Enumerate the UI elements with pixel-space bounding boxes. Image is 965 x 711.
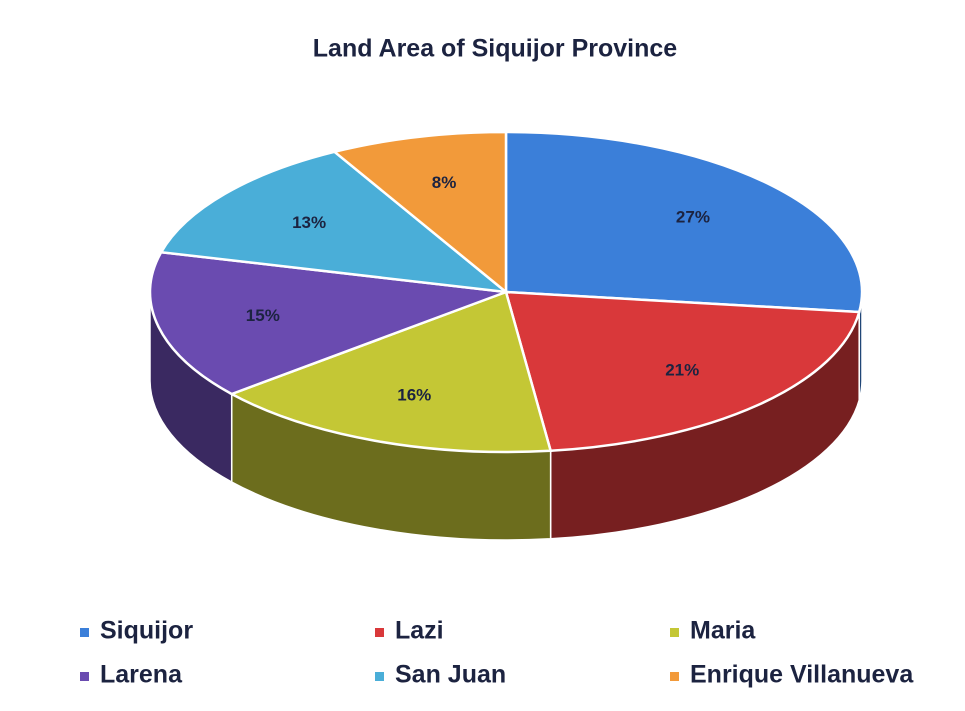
legend-label: Maria bbox=[690, 617, 756, 645]
legend-swatch bbox=[375, 628, 384, 637]
value-label: 27% bbox=[676, 207, 710, 226]
value-label: 21% bbox=[665, 361, 699, 380]
legend-swatch bbox=[670, 628, 679, 637]
legend-label: Larena bbox=[100, 661, 183, 689]
chart-title: Land Area of Siquijor Province bbox=[313, 35, 678, 63]
value-label: 8% bbox=[432, 173, 457, 192]
legend-label: Siquijor bbox=[100, 617, 193, 645]
legend-swatch bbox=[80, 628, 89, 637]
legend-label: San Juan bbox=[395, 661, 506, 689]
legend-swatch bbox=[80, 672, 89, 681]
slice bbox=[504, 290, 861, 453]
legend-swatch bbox=[375, 672, 384, 681]
value-label: 16% bbox=[397, 386, 431, 405]
legend-label: Lazi bbox=[395, 617, 444, 645]
slice bbox=[331, 130, 508, 295]
legend-label: Enrique Villanueva bbox=[690, 661, 914, 689]
value-label: 15% bbox=[246, 306, 280, 325]
slice bbox=[228, 290, 553, 454]
value-label: 13% bbox=[292, 213, 326, 232]
slice bbox=[504, 130, 864, 314]
legend-swatch bbox=[670, 672, 679, 681]
slice bbox=[148, 250, 507, 396]
slice bbox=[159, 150, 511, 294]
